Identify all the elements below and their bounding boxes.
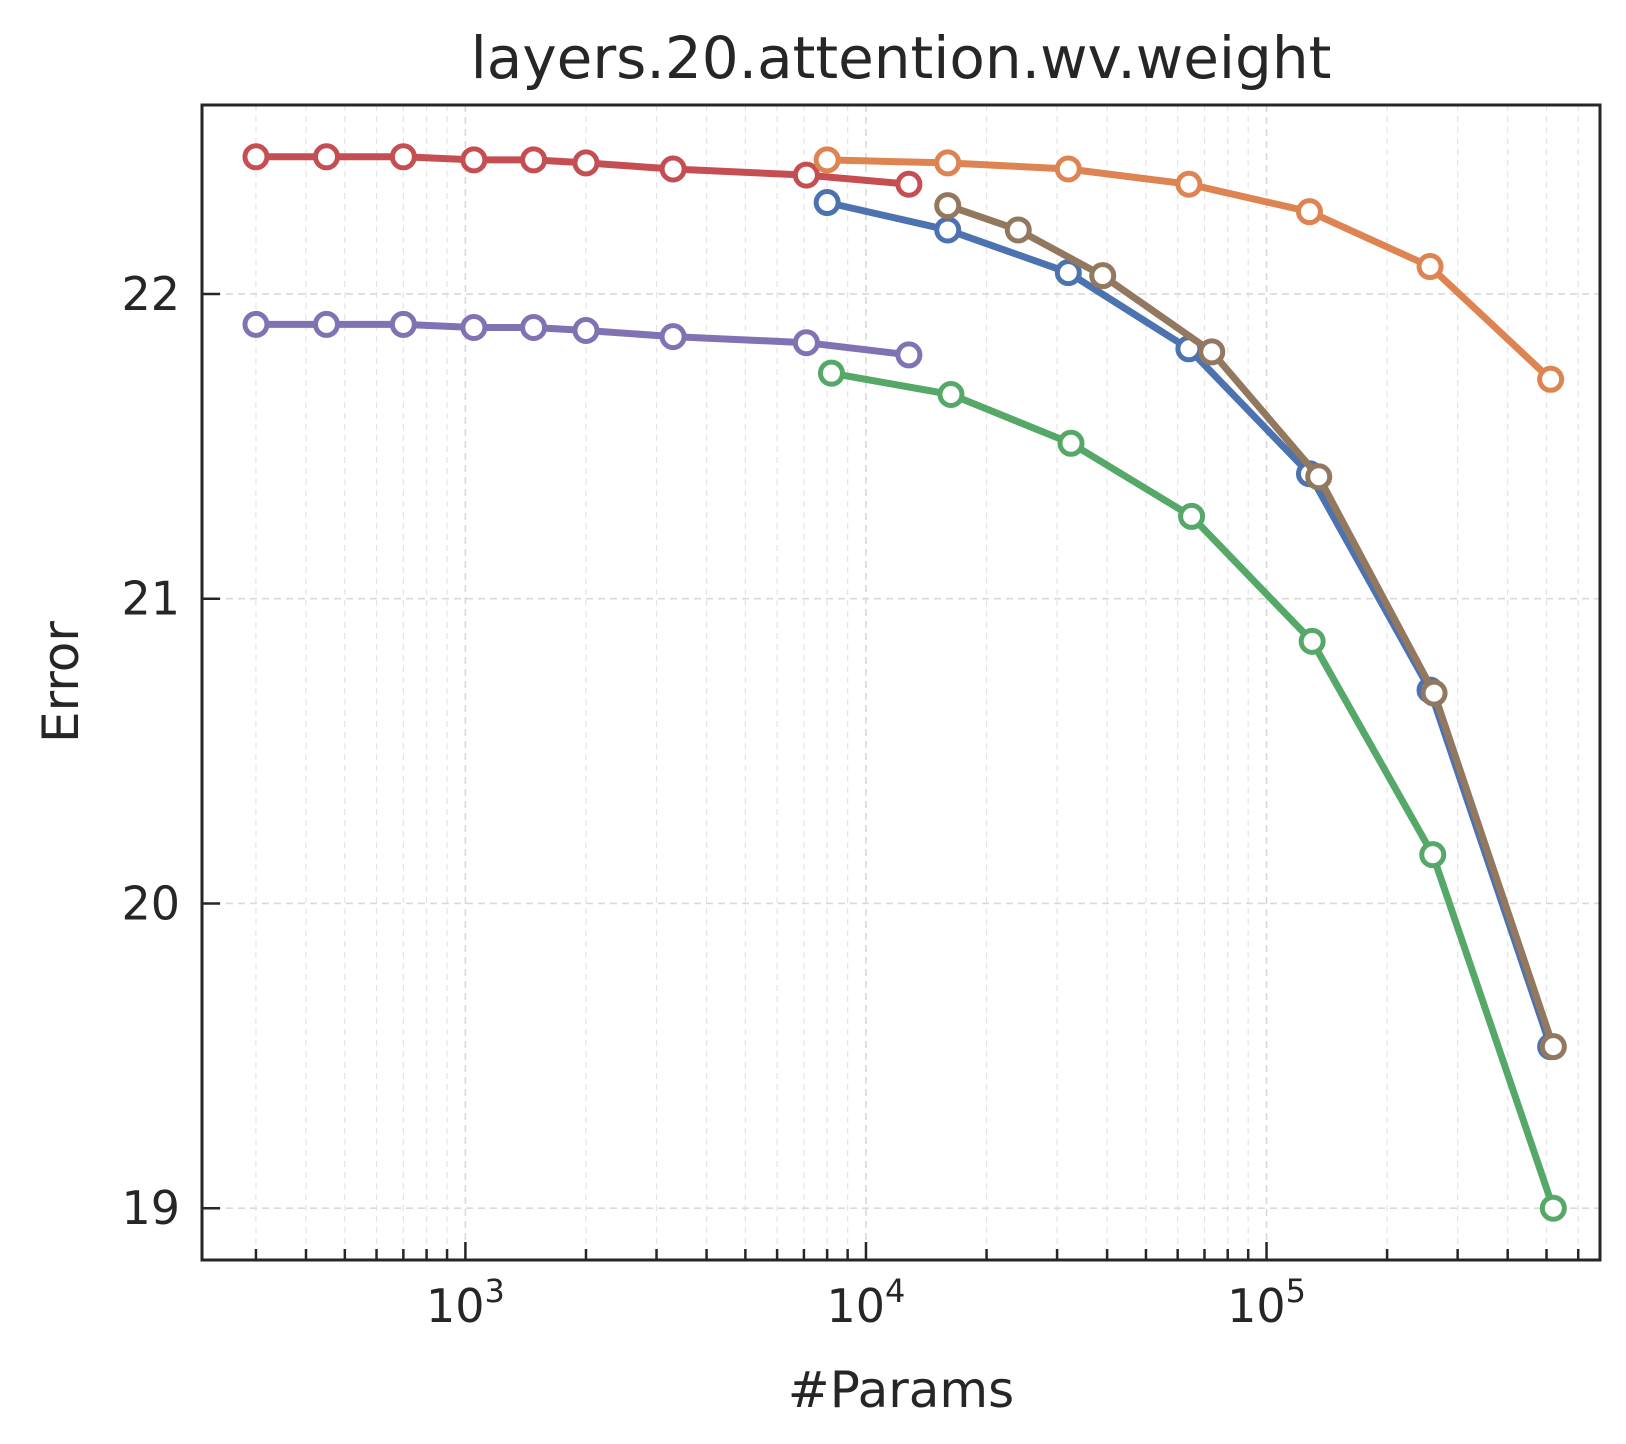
- data-point-purple: [312, 310, 340, 338]
- y-tick-label: 19: [121, 1181, 180, 1235]
- data-point-red: [572, 149, 600, 177]
- series-line-blue: [823, 199, 1555, 1051]
- x-tick-label: 103: [426, 1272, 505, 1333]
- data-point-brown: [1004, 216, 1032, 244]
- data-point-green: [817, 359, 845, 387]
- series-blue: [813, 189, 1565, 1061]
- chart-title: layers.20.attention.wv.weight: [471, 24, 1332, 92]
- data-point-brown: [1420, 679, 1448, 707]
- data-point-orange: [1054, 155, 1082, 183]
- data-point-red: [312, 143, 340, 171]
- x-tick-label: 105: [1227, 1272, 1306, 1333]
- series-purple: [242, 310, 923, 369]
- x-tick-exponent: 4: [885, 1272, 905, 1310]
- data-point-purple: [659, 323, 687, 351]
- series-orange: [813, 146, 1565, 393]
- y-tick-label: 21: [121, 572, 180, 626]
- data-point-blue: [934, 216, 962, 244]
- y-tick-label: 22: [121, 267, 180, 321]
- data-point-blue: [1054, 259, 1082, 287]
- data-point-red: [520, 146, 548, 174]
- data-point-green: [1298, 627, 1326, 655]
- x-tick-label: 104: [827, 1272, 906, 1333]
- series-green: [817, 359, 1567, 1222]
- data-point-green: [1057, 429, 1085, 457]
- x-tick-base: 10: [827, 1279, 886, 1333]
- data-point-purple: [895, 341, 923, 369]
- data-point-brown: [1539, 1033, 1567, 1061]
- data-point-green: [1419, 841, 1447, 869]
- y-tick-label: 20: [121, 876, 180, 930]
- data-point-orange: [934, 149, 962, 177]
- data-point-brown: [1089, 262, 1117, 290]
- data-point-brown: [1305, 463, 1333, 491]
- data-point-blue: [813, 189, 841, 217]
- data-point-purple: [792, 329, 820, 357]
- data-point-green: [1178, 502, 1206, 530]
- plot-frame: [200, 103, 1602, 1262]
- data-point-red: [895, 170, 923, 198]
- x-tick-base: 10: [1227, 1279, 1286, 1333]
- data-point-orange: [1175, 170, 1203, 198]
- grid: [202, 105, 1600, 1260]
- data-point-green: [937, 381, 965, 409]
- data-point-purple: [460, 313, 488, 341]
- data-point-purple: [242, 310, 270, 338]
- series-red: [242, 143, 923, 198]
- data-point-red: [792, 161, 820, 189]
- data-point-orange: [1537, 365, 1565, 393]
- data-point-red: [389, 143, 417, 171]
- data-point-purple: [572, 317, 600, 345]
- y-axis-label: Error: [32, 621, 90, 743]
- data-point-red: [242, 143, 270, 171]
- series-line-brown: [944, 202, 1557, 1051]
- data-point-purple: [520, 313, 548, 341]
- data-point-orange: [1416, 253, 1444, 281]
- series-brown: [934, 192, 1567, 1061]
- data-point-purple: [389, 310, 417, 338]
- data-point-orange: [1295, 198, 1323, 226]
- x-axis-label: #Params: [788, 1361, 1014, 1419]
- series-layer: [242, 143, 1567, 1222]
- data-point-red: [460, 146, 488, 174]
- x-tick-exponent: 3: [484, 1272, 504, 1310]
- series-line-green: [827, 369, 1557, 1212]
- data-point-red: [659, 155, 687, 183]
- x-tick-base: 10: [426, 1279, 485, 1333]
- data-point-green: [1539, 1194, 1567, 1222]
- data-point-brown: [934, 192, 962, 220]
- data-point-orange: [813, 146, 841, 174]
- tick-marks: [202, 292, 1580, 1260]
- x-tick-exponent: 5: [1286, 1272, 1306, 1310]
- data-point-brown: [1198, 338, 1226, 366]
